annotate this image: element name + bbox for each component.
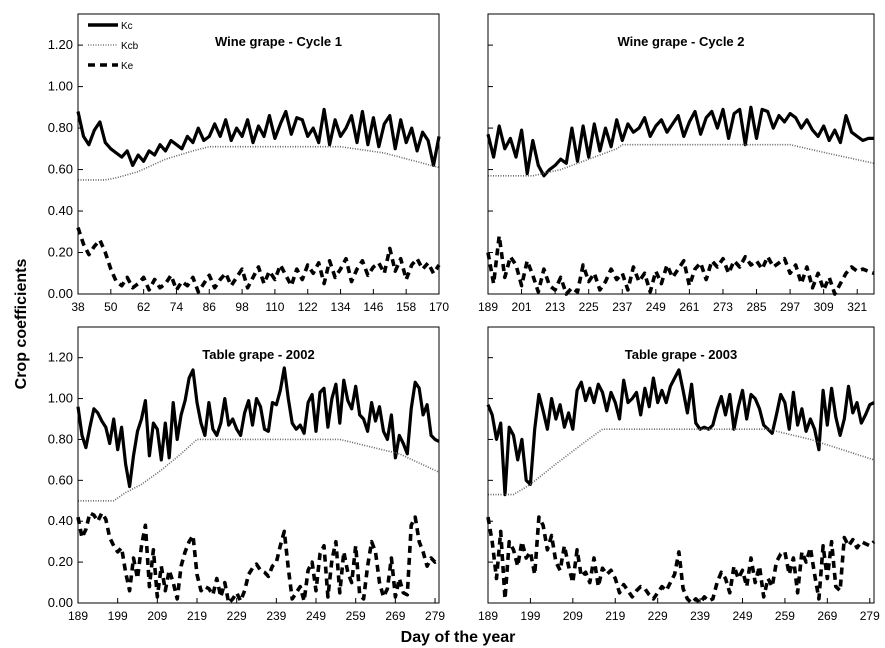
- series-line-ke: [76, 227, 441, 294]
- y-tick-label: 1.00: [48, 79, 73, 94]
- chart-title: Table grape - 2003: [625, 347, 737, 362]
- x-tick-label: 199: [108, 609, 128, 623]
- x-tick-label: 219: [605, 609, 625, 623]
- series-line-kc: [76, 366, 440, 489]
- panels: Wine grape - Cycle 1 38 50 62 74 86 98 110 122 13…: [48, 13, 880, 623]
- x-tick-label: 285: [747, 300, 767, 314]
- x-tick-label: 225: [579, 300, 599, 314]
- x-tick-label: 239: [266, 609, 286, 623]
- y-axis-label: Crop coefficients: [13, 259, 30, 390]
- x-tick-label: 201: [512, 300, 532, 314]
- chart-panel-2: Wine grape - Cycle 2 189 201 213 225 237 249 26…: [478, 13, 875, 314]
- legend-label-kc: Kc: [121, 21, 133, 32]
- x-tick-label: 297: [780, 300, 800, 314]
- x-tick-label: 321: [847, 300, 867, 314]
- series-line-kcb: [78, 145, 440, 181]
- series-line-kcb: [78, 438, 440, 502]
- plot-frame: [487, 326, 875, 604]
- x-tick-label: 146: [363, 300, 383, 314]
- y-tick-label: 0.00: [48, 286, 73, 301]
- x-tick-label: 269: [385, 609, 405, 623]
- chart-title: Wine grape - Cycle 1: [215, 34, 342, 49]
- x-tick-label: 189: [478, 609, 498, 623]
- chart-panel-4: Table grape - 2003 189 199 209 219 229 239 249 2…: [478, 326, 880, 623]
- x-tick-label: 134: [331, 300, 351, 314]
- plot-frame: [77, 13, 440, 295]
- x-tick-label: 74: [170, 300, 184, 314]
- x-tick-label: 199: [520, 609, 540, 623]
- series-line-kc: [486, 368, 875, 497]
- x-tick-label: 38: [71, 300, 85, 314]
- x-tick-label: 249: [732, 609, 752, 623]
- x-tick-label: 50: [104, 300, 118, 314]
- x-tick-label: 62: [137, 300, 151, 314]
- y-tick-label: 0.60: [48, 162, 73, 177]
- x-tick-label: 259: [346, 609, 366, 623]
- series-line-ke: [486, 515, 876, 605]
- x-axis-label: Day of the year: [401, 629, 516, 646]
- x-tick-label: 249: [306, 609, 326, 623]
- chart-panel-3: Table grape - 2002 189 199 209 219 229 239 249 2…: [48, 326, 445, 623]
- series-line-kc: [486, 105, 874, 178]
- x-tick-label: 273: [713, 300, 733, 314]
- x-tick-label: 279: [860, 609, 880, 623]
- series-line-kcb: [488, 143, 875, 177]
- x-tick-label: 170: [429, 300, 449, 314]
- x-tick-label: 158: [396, 300, 416, 314]
- legend-label-ke: Ke: [121, 61, 134, 72]
- x-tick-label: 279: [425, 609, 445, 623]
- series-line-ke: [76, 511, 440, 605]
- chart-title: Table grape - 2002: [202, 347, 314, 362]
- y-tick-label: 0.60: [48, 472, 73, 487]
- x-tick-label: 122: [298, 300, 318, 314]
- x-tick-label: 209: [563, 609, 583, 623]
- x-tick-label: 237: [612, 300, 632, 314]
- x-tick-label: 213: [545, 300, 565, 314]
- y-tick-label: 1.00: [48, 391, 73, 406]
- y-tick-label: 0.20: [48, 554, 73, 569]
- x-tick-label: 229: [648, 609, 668, 623]
- x-tick-label: 219: [187, 609, 207, 623]
- legend: Kc Kcb Ke: [88, 21, 139, 72]
- y-tick-label: 0.20: [48, 245, 73, 260]
- y-tick-label: 0.80: [48, 120, 73, 135]
- x-tick-label: 189: [68, 609, 88, 623]
- plot-frame: [487, 13, 875, 295]
- chart-panel-1: Wine grape - Cycle 1 38 50 62 74 86 98 110 122 13…: [48, 13, 449, 314]
- x-tick-label: 259: [775, 609, 795, 623]
- y-tick-label: 0.00: [48, 595, 73, 610]
- x-tick-label: 86: [203, 300, 217, 314]
- y-tick-label: 1.20: [48, 37, 73, 52]
- x-tick-label: 269: [817, 609, 837, 623]
- x-tick-label: 309: [814, 300, 834, 314]
- series-line-ke: [486, 234, 875, 296]
- chart-title: Wine grape - Cycle 2: [617, 34, 744, 49]
- x-tick-label: 110: [265, 300, 284, 314]
- x-tick-label: 239: [690, 609, 710, 623]
- y-tick-label: 1.20: [48, 350, 73, 365]
- plot-frame: [77, 326, 440, 604]
- series-line-kc: [76, 107, 441, 167]
- x-tick-label: 209: [147, 609, 167, 623]
- x-tick-label: 189: [478, 300, 498, 314]
- y-tick-label: 0.40: [48, 203, 73, 218]
- x-tick-label: 98: [235, 300, 249, 314]
- series-line-kcb: [488, 428, 875, 496]
- y-tick-label: 0.40: [48, 513, 73, 528]
- x-tick-label: 261: [679, 300, 699, 314]
- y-tick-label: 0.80: [48, 431, 73, 446]
- x-tick-label: 229: [227, 609, 247, 623]
- x-tick-label: 249: [646, 300, 666, 314]
- legend-label-kcb: Kcb: [121, 41, 139, 52]
